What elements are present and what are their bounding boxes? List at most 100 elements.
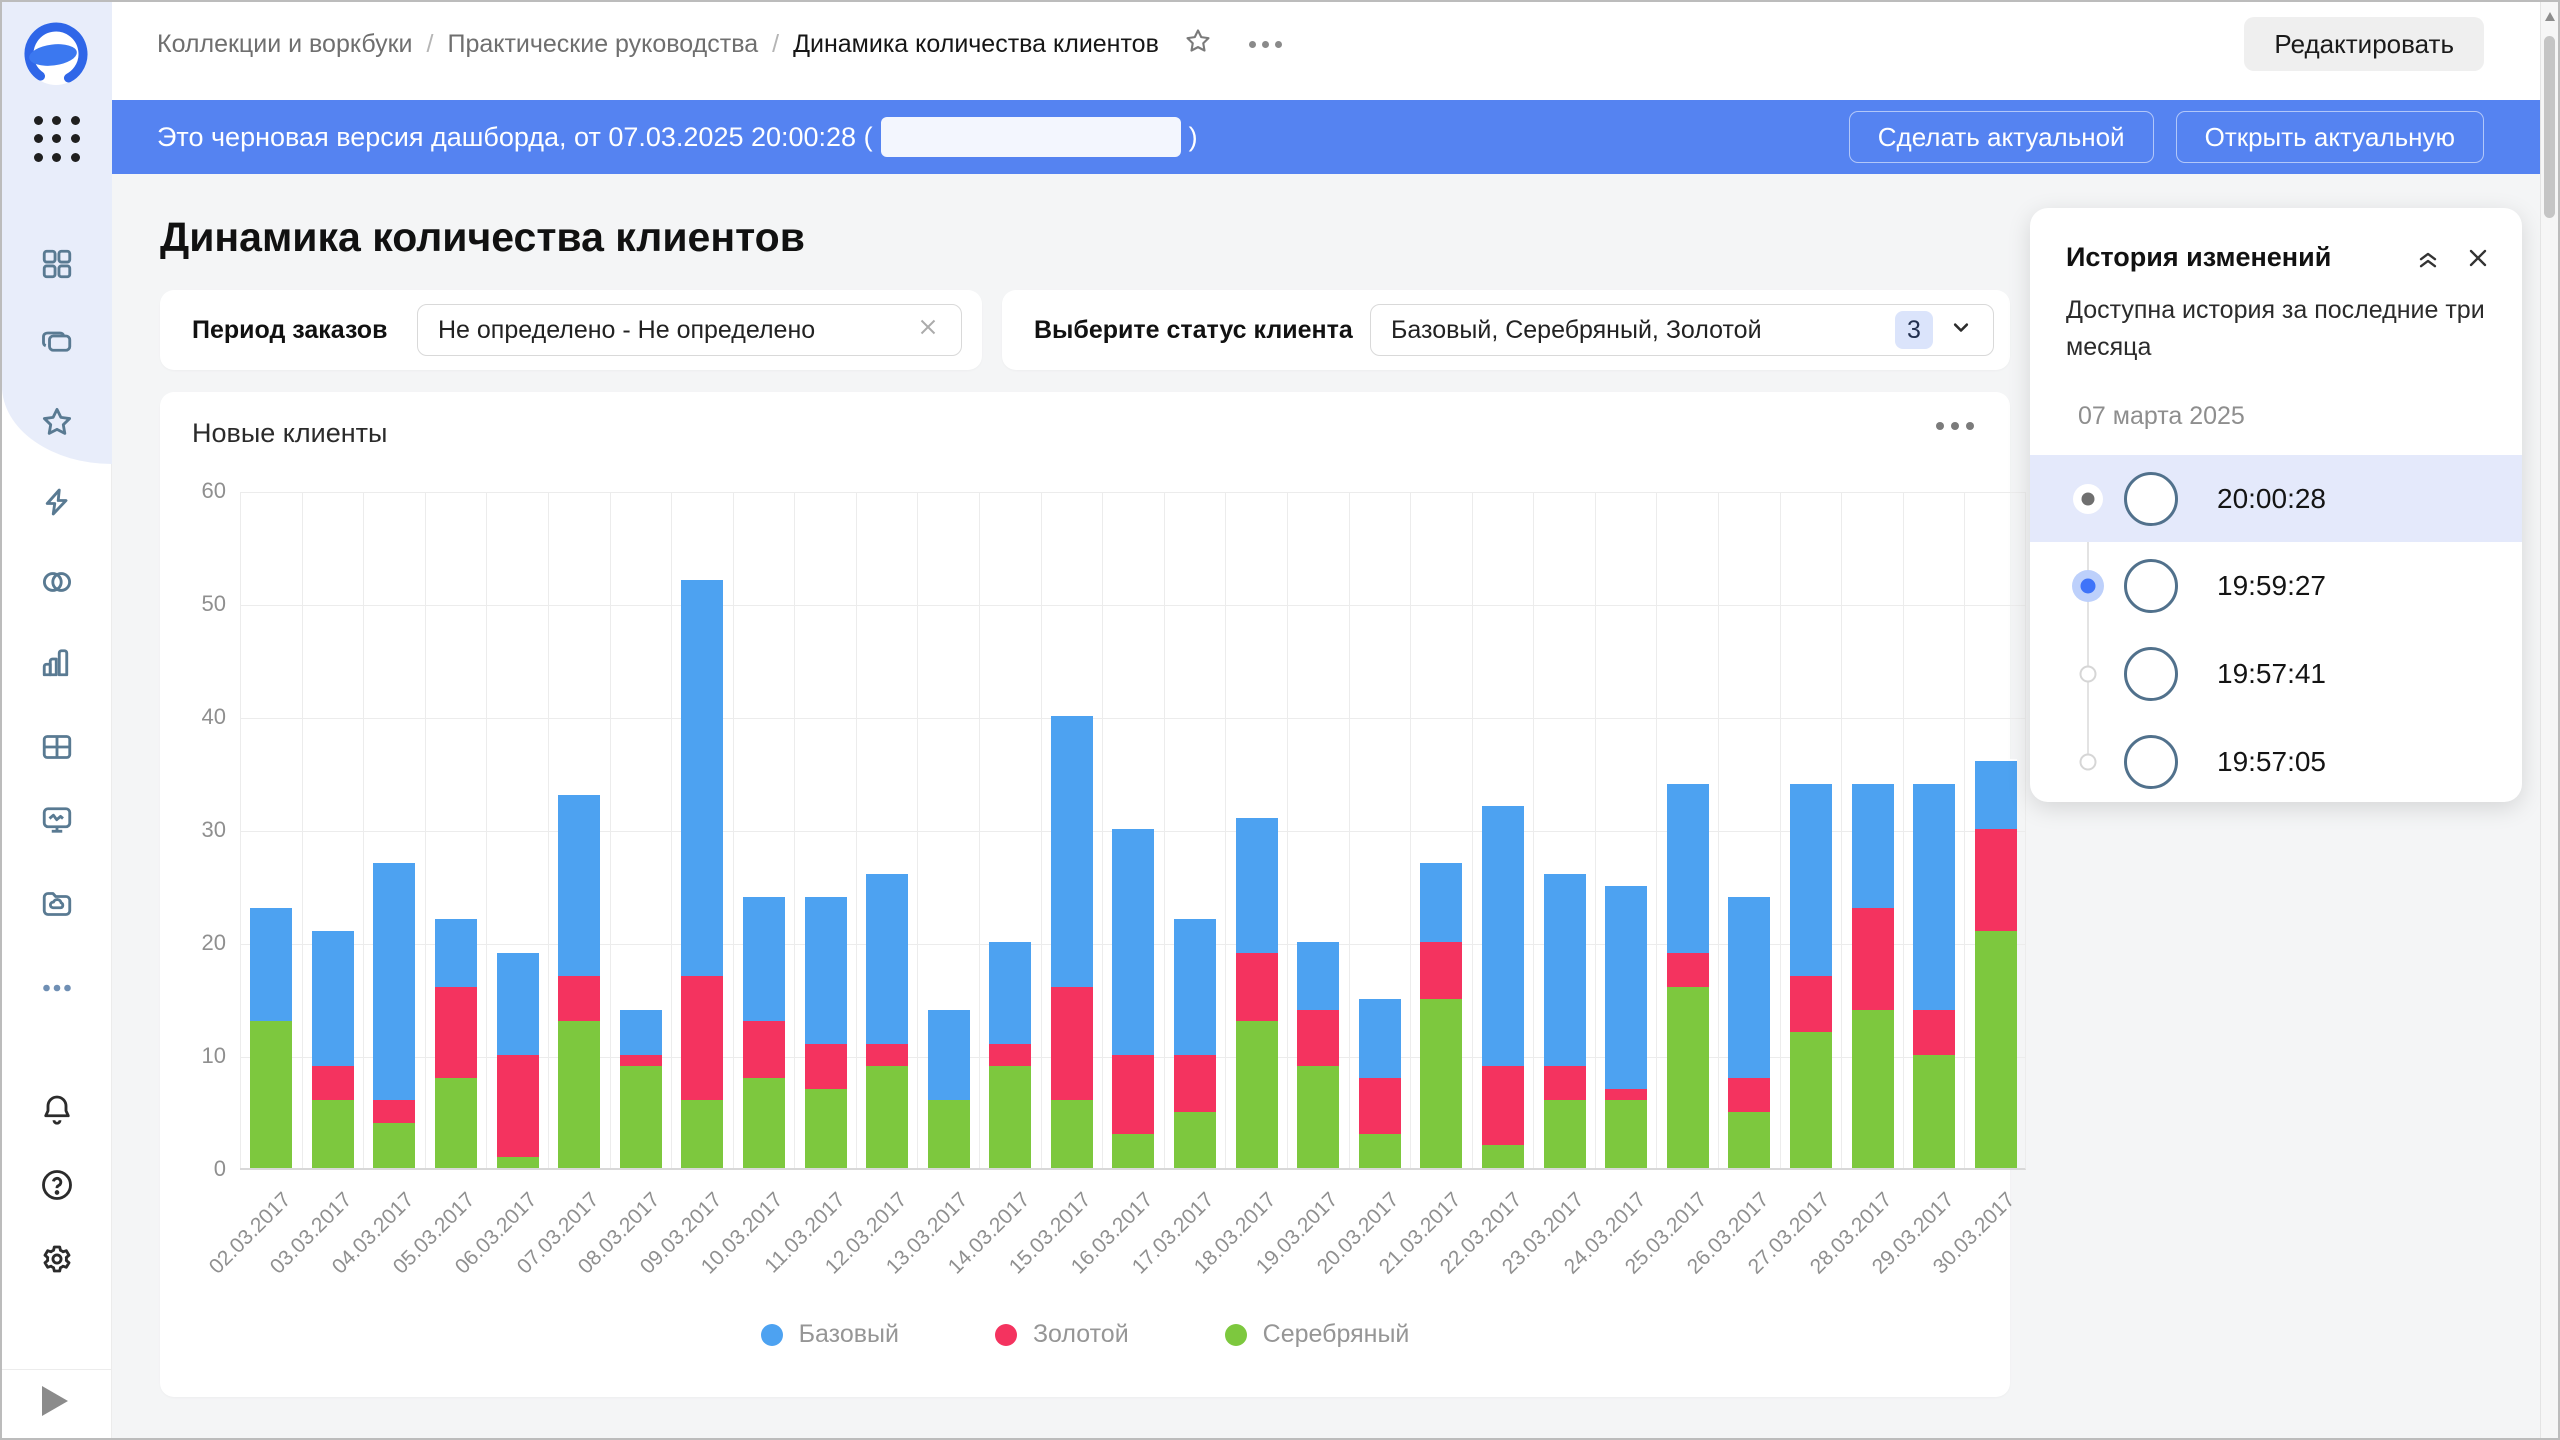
period-filter-input[interactable]: Не определено - Не определено (417, 304, 962, 356)
breadcrumb-guides[interactable]: Практические руководства (447, 30, 758, 59)
scrollbar-up-arrow[interactable] (2545, 12, 2555, 21)
bar-segment-Золотой[interactable] (743, 1021, 785, 1078)
bar-segment-Золотой[interactable] (373, 1100, 415, 1123)
legend-item-Золотой[interactable]: Золотой (995, 1320, 1129, 1349)
bar-segment-Базовый[interactable] (312, 931, 354, 1067)
bar-segment-Серебряный[interactable] (250, 1021, 292, 1168)
close-icon[interactable] (2464, 244, 2492, 272)
bar-segment-Серебряный[interactable] (743, 1078, 785, 1168)
bar-segment-Серебряный[interactable] (989, 1066, 1031, 1168)
bar-segment-Золотой[interactable] (1359, 1078, 1401, 1135)
bar-segment-Золотой[interactable] (1482, 1066, 1524, 1145)
bar-segment-Золотой[interactable] (1913, 1010, 1955, 1055)
bar-segment-Серебряный[interactable] (558, 1021, 600, 1168)
bar-segment-Золотой[interactable] (1728, 1078, 1770, 1112)
bar-segment-Базовый[interactable] (435, 919, 477, 987)
apps-grid-icon[interactable] (32, 114, 82, 164)
status-filter-select[interactable]: Базовый, Серебряный, Золотой 3 (1370, 304, 1994, 356)
bar-segment-Золотой[interactable] (1605, 1089, 1647, 1100)
bar-segment-Золотой[interactable] (1112, 1055, 1154, 1134)
bar-segment-Серебряный[interactable] (1482, 1145, 1524, 1168)
bar-segment-Серебряный[interactable] (1605, 1100, 1647, 1168)
linked-circles-icon[interactable] (39, 564, 75, 600)
notifications-bell-icon[interactable] (39, 1091, 75, 1127)
monitor-pulse-icon[interactable] (39, 802, 75, 838)
bar-segment-Серебряный[interactable] (1174, 1112, 1216, 1169)
bar-segment-Базовый[interactable] (620, 1010, 662, 1055)
bar-segment-Серебряный[interactable] (1728, 1112, 1770, 1169)
bar-segment-Базовый[interactable] (1667, 784, 1709, 954)
timeline-radio[interactable] (2080, 753, 2097, 770)
bar-segment-Серебряный[interactable] (1420, 999, 1462, 1169)
bar-segment-Серебряный[interactable] (1667, 987, 1709, 1168)
bar-segment-Базовый[interactable] (989, 942, 1031, 1044)
help-question-icon[interactable] (39, 1167, 75, 1203)
bar-segment-Базовый[interactable] (681, 580, 723, 976)
bar-segment-Базовый[interactable] (928, 1010, 970, 1100)
bar-segment-Базовый[interactable] (1728, 897, 1770, 1078)
bar-segment-Золотой[interactable] (1420, 942, 1462, 999)
history-entry[interactable]: 20:00:28 (2030, 455, 2522, 542)
bar-segment-Серебряный[interactable] (1112, 1134, 1154, 1168)
bar-segment-Базовый[interactable] (743, 897, 785, 1021)
bar-segment-Базовый[interactable] (1852, 784, 1894, 908)
bar-segment-Серебряный[interactable] (805, 1089, 847, 1168)
more-ellipsis-icon[interactable] (39, 970, 75, 1006)
bar-segment-Серебряный[interactable] (866, 1066, 908, 1168)
timeline-radio[interactable] (2073, 484, 2103, 514)
dashboard-grid-icon[interactable] (39, 246, 75, 282)
bar-segment-Базовый[interactable] (805, 897, 847, 1044)
collections-icon[interactable] (39, 324, 75, 360)
bar-segment-Серебряный[interactable] (435, 1078, 477, 1168)
bar-segment-Базовый[interactable] (497, 953, 539, 1055)
bar-segment-Золотой[interactable] (1544, 1066, 1586, 1100)
bar-segment-Базовый[interactable] (1544, 874, 1586, 1066)
bar-segment-Базовый[interactable] (1790, 784, 1832, 976)
bar-segment-Золотой[interactable] (1975, 829, 2017, 931)
make-actual-button[interactable]: Сделать актуальной (1849, 111, 2154, 163)
bar-segment-Базовый[interactable] (1482, 806, 1524, 1066)
favorite-star-icon[interactable] (1183, 26, 1213, 63)
chevron-down-icon[interactable] (1947, 313, 1975, 348)
bar-segment-Золотой[interactable] (681, 976, 723, 1100)
bar-segment-Золотой[interactable] (1790, 976, 1832, 1033)
table-icon[interactable] (39, 729, 75, 765)
collapse-icon[interactable] (2414, 244, 2442, 272)
bar-segment-Базовый[interactable] (1236, 818, 1278, 954)
bar-segment-Базовый[interactable] (1605, 886, 1647, 1089)
history-entry[interactable]: 19:59:27 (2030, 542, 2522, 629)
bar-segment-Серебряный[interactable] (928, 1100, 970, 1168)
bar-segment-Серебряный[interactable] (1297, 1066, 1339, 1168)
bar-segment-Золотой[interactable] (1852, 908, 1894, 1010)
bar-segment-Золотой[interactable] (1297, 1010, 1339, 1067)
bar-segment-Золотой[interactable] (620, 1055, 662, 1066)
bar-segment-Базовый[interactable] (1112, 829, 1154, 1055)
bar-segment-Золотой[interactable] (989, 1044, 1031, 1067)
cloud-folder-icon[interactable] (39, 886, 75, 922)
history-entry[interactable]: 19:57:05 (2030, 718, 2522, 805)
bar-segment-Базовый[interactable] (250, 908, 292, 1021)
widget-menu-icon[interactable] (1936, 422, 1974, 430)
legend-item-Базовый[interactable]: Базовый (761, 1320, 899, 1349)
legend-item-Серебряный[interactable]: Серебряный (1225, 1320, 1410, 1349)
bar-segment-Золотой[interactable] (866, 1044, 908, 1067)
bar-segment-Серебряный[interactable] (620, 1066, 662, 1168)
bar-segment-Базовый[interactable] (1297, 942, 1339, 1010)
bar-segment-Золотой[interactable] (312, 1066, 354, 1100)
bar-segment-Базовый[interactable] (373, 863, 415, 1100)
bar-segment-Золотой[interactable] (558, 976, 600, 1021)
scrollbar-thumb[interactable] (2544, 36, 2555, 218)
bar-segment-Серебряный[interactable] (1790, 1032, 1832, 1168)
settings-gear-icon[interactable] (39, 1241, 75, 1277)
bar-segment-Золотой[interactable] (805, 1044, 847, 1089)
bar-segment-Золотой[interactable] (1174, 1055, 1216, 1112)
bar-segment-Базовый[interactable] (866, 874, 908, 1044)
bar-segment-Базовый[interactable] (558, 795, 600, 976)
bar-segment-Золотой[interactable] (1051, 987, 1093, 1100)
bar-segment-Серебряный[interactable] (1852, 1010, 1894, 1168)
bar-segment-Серебряный[interactable] (681, 1100, 723, 1168)
bar-segment-Серебряный[interactable] (1913, 1055, 1955, 1168)
bar-segment-Серебряный[interactable] (373, 1123, 415, 1168)
breadcrumb-collections[interactable]: Коллекции и воркбуки (157, 30, 413, 59)
bar-segment-Золотой[interactable] (497, 1055, 539, 1157)
